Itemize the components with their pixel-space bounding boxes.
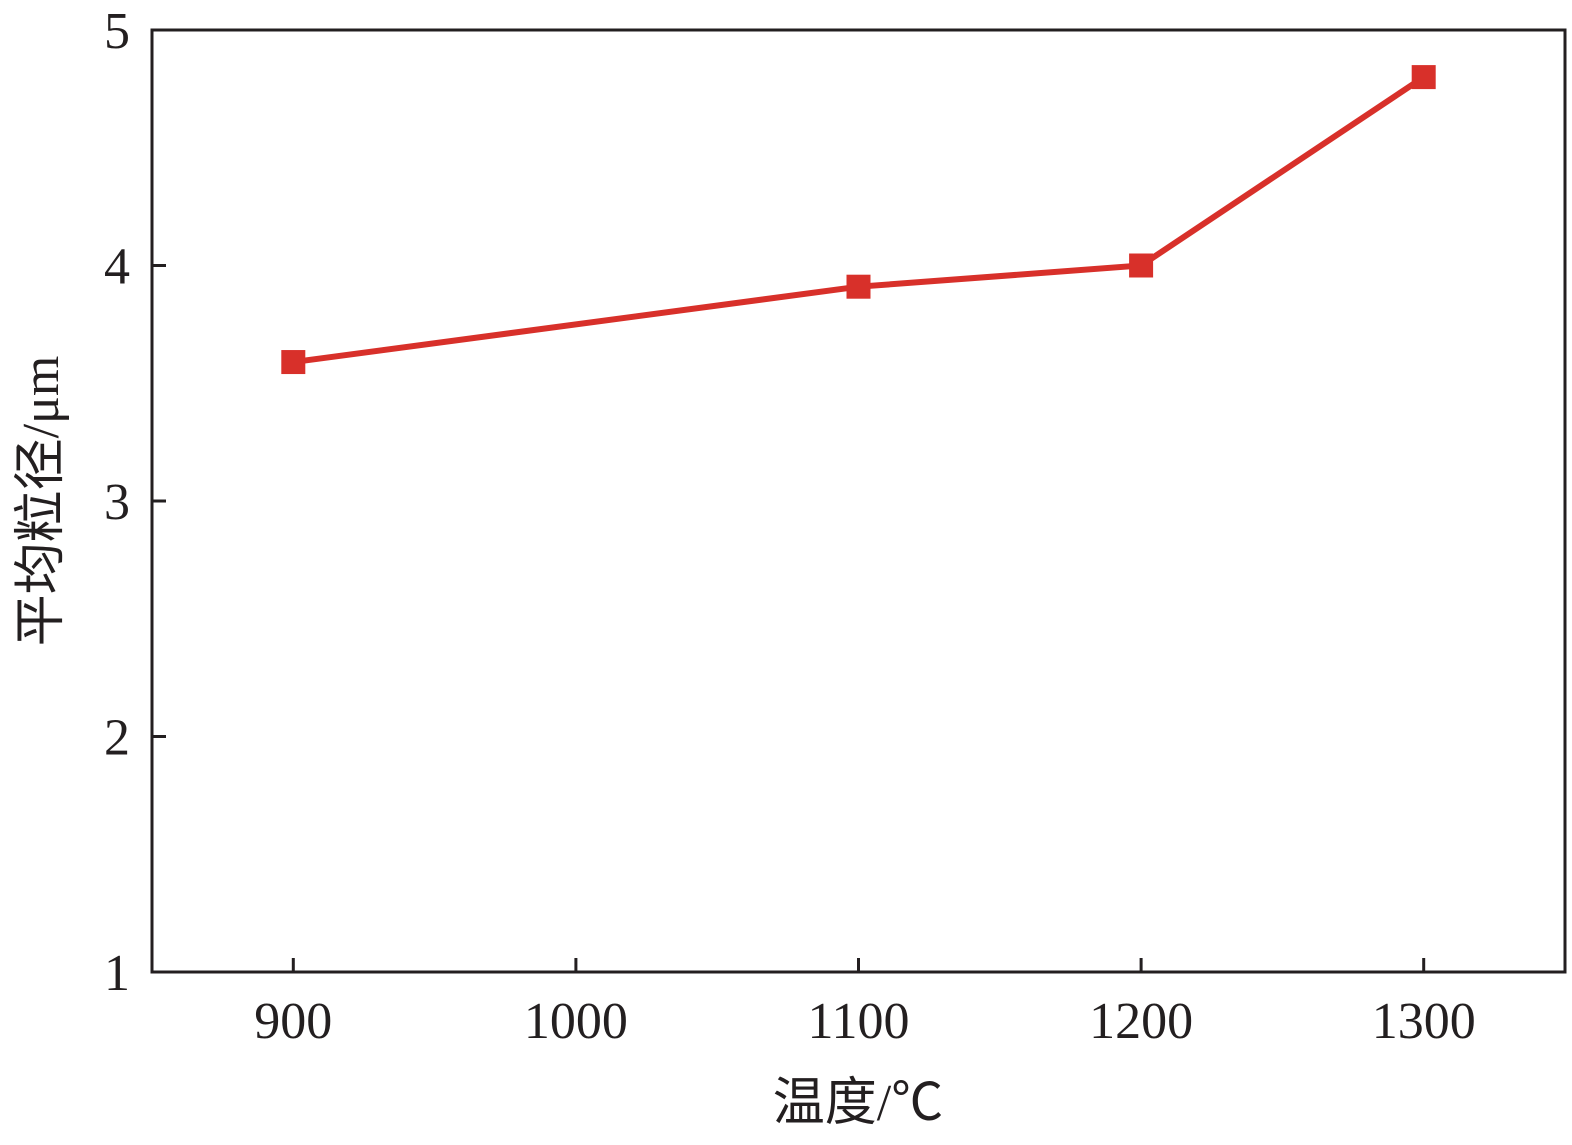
y-tick-label: 3 — [104, 474, 130, 531]
y-axis-label: 平均粒径/μm — [13, 356, 70, 647]
plot-frame — [150, 28, 1567, 974]
x-tick-label: 1200 — [1089, 993, 1193, 1050]
y-tick-label: 4 — [104, 239, 130, 296]
line — [292, 74, 1426, 366]
y-tick-label: 1 — [104, 945, 130, 1002]
y-tick-label: 5 — [104, 3, 130, 60]
marker — [846, 274, 871, 299]
marker — [281, 350, 306, 375]
x-tick-label: 1000 — [524, 993, 628, 1050]
x-axis-label: 温度/℃ — [773, 1075, 943, 1132]
marker — [1129, 253, 1154, 278]
y-tick-label: 2 — [104, 710, 130, 767]
x-tick-label: 1100 — [807, 993, 909, 1050]
x-tick-label: 1300 — [1372, 993, 1476, 1050]
x-tick-label: 900 — [254, 993, 332, 1050]
marker — [1411, 65, 1436, 90]
